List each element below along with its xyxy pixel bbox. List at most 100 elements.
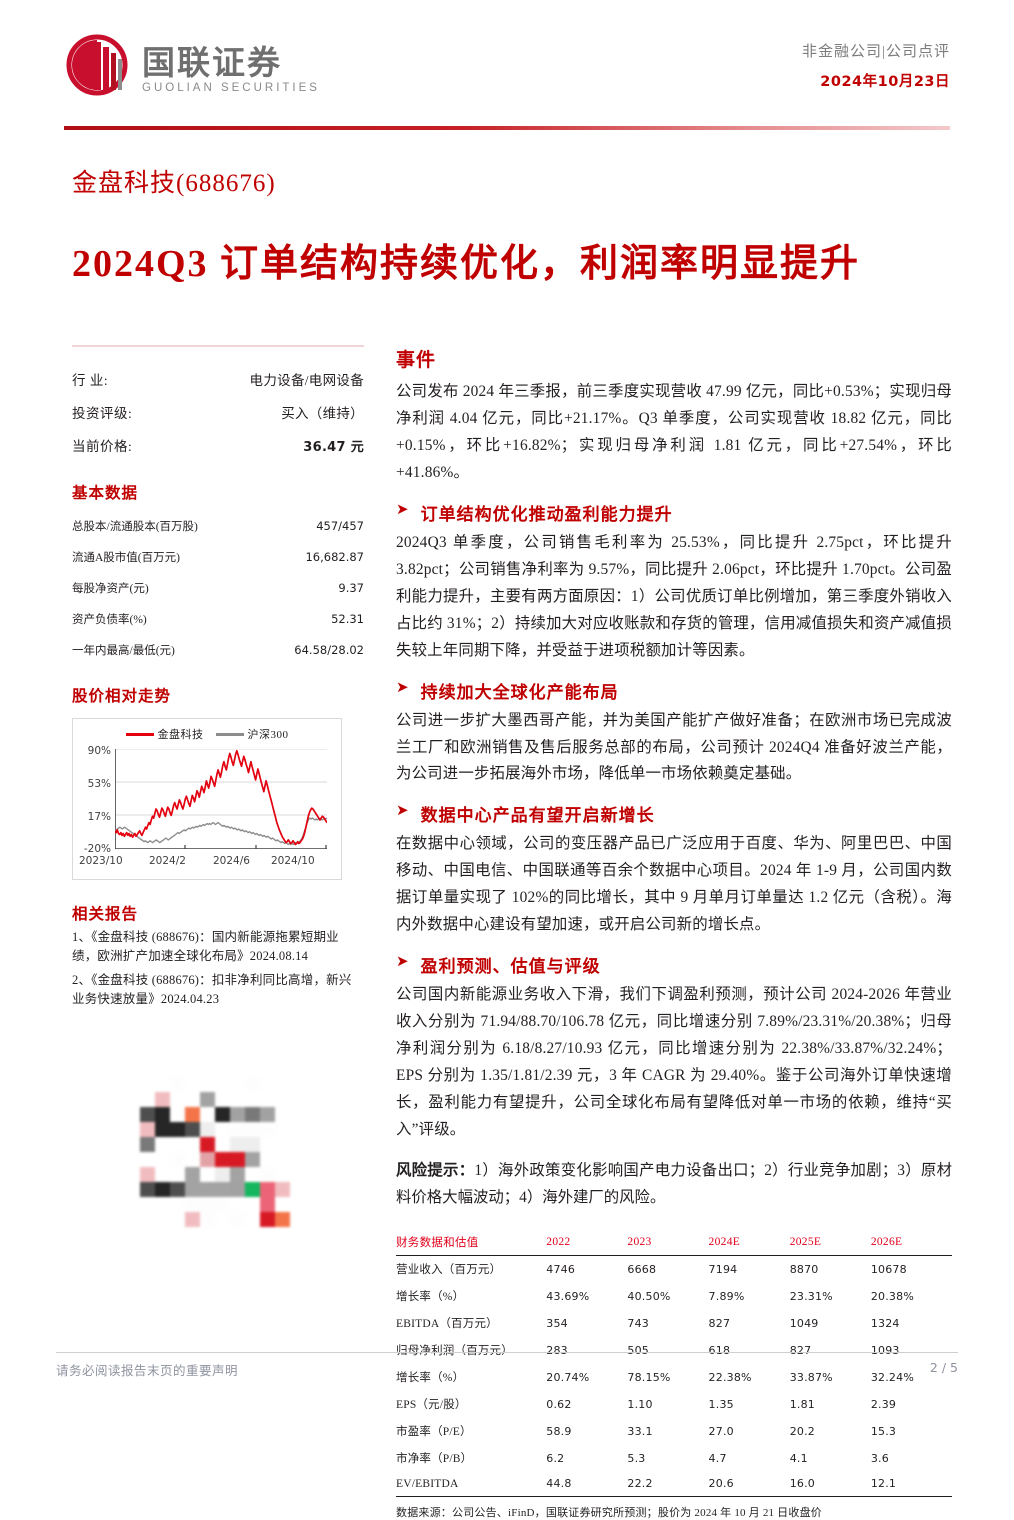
guolian-logo-icon [64,34,132,96]
pixel-cell [215,1197,230,1212]
section-body-4: 公司国内新能源业务收入下滑，我们下调盈利预测，预计公司 2024-2026 年营… [396,986,952,1139]
section-body-3: 在数据中心领域，公司的变压器产品已广泛应用于百度、华为、阿里巴巴、中国移动、中国… [396,835,952,934]
pixel-cell [185,1167,200,1182]
sidebar-top-divider [72,345,364,347]
pixel-cell [155,1092,170,1107]
row-cell: 1.35 [708,1397,734,1411]
industry-label: 行 业: [72,373,109,388]
row-cell: 354 [546,1316,568,1330]
sidebar-meta-row: 行 业: 电力设备/电网设备 [72,369,364,389]
pixel-cell [185,1107,200,1122]
pixel-cell [245,1152,260,1167]
pixel-cell [245,1182,260,1197]
debt-ratio-label: 资产负债率(%) [72,614,147,626]
row-label: 营业收入（百万元） [396,1264,502,1277]
report-page: 国联证券 GUOLIAN SECURITIES 非金融公司|公司点评 2024年… [56,30,958,1519]
pixel-cell [230,1167,245,1182]
x-tick-label: 2024/10 [271,855,315,867]
row-cell: 15.3 [870,1424,897,1438]
pixel-cell [245,1122,260,1137]
pixel-cell [200,1197,215,1212]
pixel-cell [200,1212,215,1227]
pixel-cell [140,1122,155,1137]
current-price-value: 36.47 元 [303,440,364,455]
arrow-right-icon: ➤ [396,803,409,820]
row-cell: 32.24% [870,1370,914,1384]
row-cell: 12.1 [870,1471,952,1497]
industry-value: 电力设备/电网设备 [249,373,364,388]
year-high-low-value: 64.58/28.02 [294,643,364,657]
col-header-2022: 2022 [546,1235,571,1248]
basic-data-row: 每股净资产(元) 9.37 [72,580,364,596]
related-report-item[interactable]: 2、《金盘科技 (688676)：扣非净利同比高增，新兴业务快速放量》2024.… [72,972,352,1007]
legend-item-index: 沪深300 [215,726,289,742]
basic-data-row: 流通A股市值(百万元) 16,682.87 [72,549,364,565]
basic-data-row: 资产负债率(%) 52.31 [72,611,364,627]
header-meta: 非金融公司|公司点评 2024年10月23日 [802,40,950,91]
pixel-cell [245,1137,260,1152]
pixel-cell [260,1122,275,1137]
row-cell: 7.89% [708,1289,745,1303]
row-cell: 33.87% [789,1370,833,1384]
legend-swatch-icon [215,732,244,736]
row-cell: 27.0 [708,1424,734,1438]
col-header-2024e: 2024E [708,1235,741,1248]
row-cell: 78.15% [627,1370,671,1384]
pixel-cell [200,1182,215,1197]
pixel-cell [260,1107,275,1122]
table-header: 财务数据和估值 2022 2023 2024E 2025E 2026E [396,1230,952,1256]
row-cell: 4.7 [708,1451,727,1465]
total-shares-label: 总股本/流通股本(百万股) [72,521,198,533]
float-mktcap-value: 16,682.87 [305,550,364,564]
chart-plot-area [115,749,327,849]
pixel-cell [200,1152,215,1167]
header-divider [64,126,950,130]
logo-text-cn: 国联证券 [142,42,282,82]
col-header-metric: 财务数据和估值 [396,1236,479,1249]
debt-ratio-value: 52.31 [331,612,364,626]
section-body-2: 公司进一步扩大墨西哥产能，并为美国产能扩产做好准备；在欧洲市场已完成波兰工厂和欧… [396,711,952,783]
basic-data-title: 基本数据 [72,485,139,502]
year-high-low-label: 一年内最高/最低(元) [72,645,175,657]
pixel-cell [170,1152,185,1167]
related-report-item[interactable]: 1、《金盘科技 (688676)：国内新能源拖累短期业绩，欧洲扩产加速全球化布局… [72,930,339,964]
page-number: 2 / 5 [929,1360,958,1375]
legend-label: 金盘科技 [157,729,204,741]
row-cell: 827 [708,1316,731,1330]
footer-note: 请务必阅读报告末页的重要声明 [56,1364,239,1378]
pixel-cell [140,1167,155,1182]
row-cell: 43.69% [546,1289,590,1303]
row-label: 增长率（%） [396,1291,465,1304]
legend-label: 沪深300 [247,729,289,741]
table-row: 增长率（%） 43.69% 40.50% 7.89% 23.31% 20.38% [396,1283,952,1310]
pixel-cell [215,1182,230,1197]
basic-data-row: 一年内最高/最低(元) 64.58/28.02 [72,642,364,658]
table-header-row: 财务数据和估值 2022 2023 2024E 2025E 2026E [396,1230,952,1256]
risk-label: 风险提示： [396,1161,475,1179]
row-cell: 6.2 [546,1451,565,1465]
row-cell: 23.31% [789,1289,833,1303]
row-cell: 20.2 [789,1424,815,1438]
x-tick-label: 2024/2 [149,855,186,867]
page-header: 国联证券 GUOLIAN SECURITIES 非金融公司|公司点评 2024年… [64,30,950,130]
arrow-right-icon: ➤ [396,679,409,696]
related-reports-title: 相关报告 [72,906,139,923]
row-cell: 22.38% [708,1370,752,1384]
row-cell: 20.38% [870,1289,914,1303]
pixel-cell [170,1182,185,1197]
y-tick-label: -20% [83,843,111,855]
section-heading-text: 盈利预测、估值与评级 [420,957,601,977]
pixel-cell [140,1182,155,1197]
float-mktcap-label: 流通A股市值(百万元) [72,552,180,564]
row-label: 市盈率（P/E） [396,1426,472,1439]
pixel-cell [275,1212,290,1227]
logo-text-en: GUOLIAN SECURITIES [142,81,320,94]
pixel-cell [155,1182,170,1197]
report-date: 2024年10月23日 [820,74,950,90]
x-tick-label: 2024/6 [213,855,250,867]
page-title: 2024Q3 订单结构持续优化，利润率明显提升 [72,243,861,286]
row-cell: 33.1 [627,1424,653,1438]
table-row: EPS（元/股） 0.62 1.10 1.35 1.81 2.39 [396,1391,952,1418]
footer-divider [56,1352,958,1353]
table-source-note: 数据来源：公司公告、iFinD，国联证券研究所预测；股价为 2024 年 10 … [396,1506,822,1519]
